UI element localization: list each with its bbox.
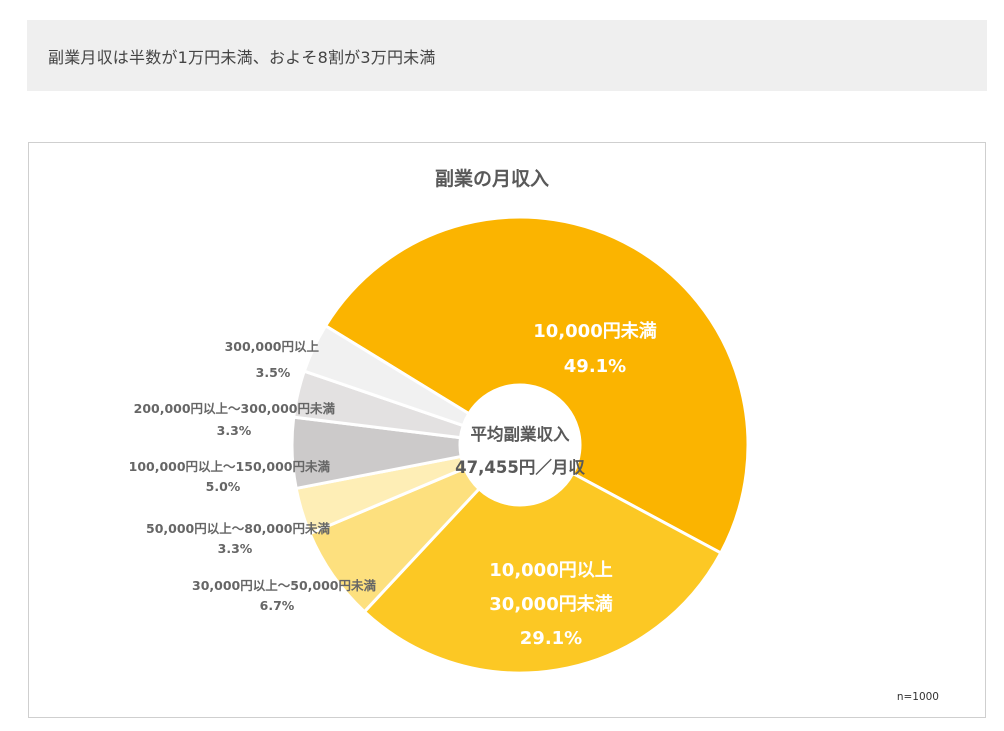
slice-value-3: 6.7%	[260, 598, 295, 613]
pie-slice-7	[302, 323, 471, 428]
slice-value-7: 3.5%	[256, 365, 291, 380]
slice-label-2-line2: 30,000円未満	[489, 593, 612, 615]
slice-value-4: 3.3%	[218, 541, 253, 556]
chart-frame: 副業の月収入 10,000円未満 49.1% 10,000円以上 30,000円未満 2…	[28, 142, 986, 718]
slice-label-1: 10,000円未満	[533, 320, 656, 342]
donut-chart: 副業の月収入 10,000円未満 49.1% 10,000円以上 30,000円未満 2…	[129, 167, 939, 703]
headline-banner: 副業月収は半数が1万円未満、およそ8割が3万円未満	[27, 20, 987, 91]
labels-group: 10,000円未満 49.1% 10,000円以上 30,000円未満 29.1% 30,…	[129, 320, 657, 649]
slice-value-6: 3.3%	[217, 423, 252, 438]
slice-label-4: 50,000円以上～80,000円未満	[146, 521, 330, 536]
slice-value-2: 29.1%	[520, 628, 582, 649]
chart-title: 副業の月収入	[435, 167, 549, 190]
slice-label-2-line1: 10,000円以上	[489, 560, 612, 581]
slices-group	[290, 215, 750, 675]
pie-slice-1	[323, 215, 750, 555]
slice-value-1: 49.1%	[564, 356, 626, 377]
headline-text: 副業月収は半数が1万円未満、およそ8割が3万円未満	[48, 48, 436, 67]
center-label-line2: 47,455円／月収	[455, 458, 585, 477]
slice-label-7: 300,000円以上	[225, 339, 320, 354]
slice-label-6: 200,000円以上～300,000円未満	[134, 401, 336, 416]
slice-value-5: 5.0%	[206, 479, 241, 494]
slice-label-3: 30,000円以上～50,000円未満	[192, 578, 376, 593]
pie-slice-2	[362, 471, 723, 675]
slice-label-5: 100,000円以上～150,000円未満	[129, 459, 331, 474]
sample-size-note: n=1000	[897, 691, 939, 703]
center-label-line1: 平均副業収入	[471, 424, 571, 444]
